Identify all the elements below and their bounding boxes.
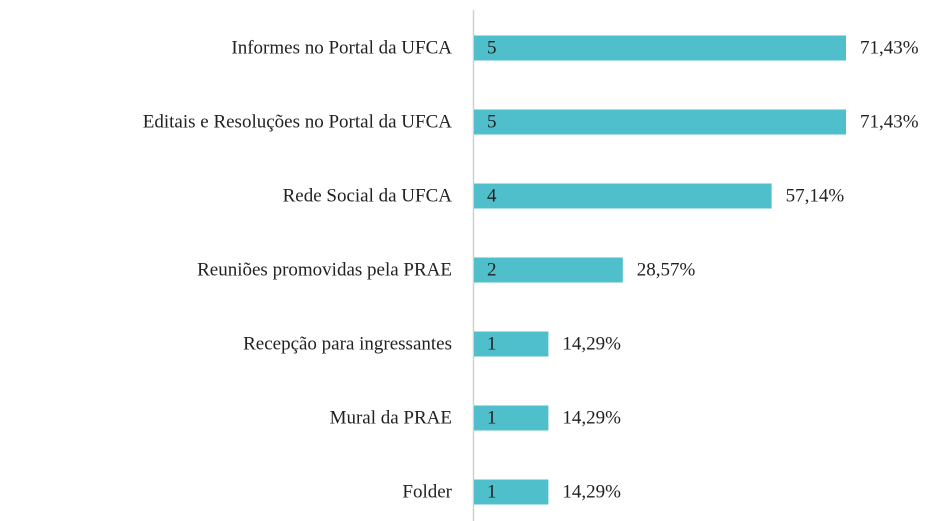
percent-label: 14,29% (562, 407, 621, 428)
bar-count-label: 1 (487, 481, 497, 502)
bar (474, 35, 846, 61)
percent-label: 14,29% (562, 333, 621, 354)
bar (474, 183, 772, 209)
bar (474, 109, 846, 135)
percent-label: 28,57% (637, 259, 696, 280)
bar (474, 405, 549, 431)
category-label: Mural da PRAE (330, 407, 452, 428)
percent-label: 14,29% (562, 481, 621, 502)
bar-count-label: 2 (487, 259, 497, 280)
bar-count-label: 1 (487, 333, 497, 354)
category-label: Recepção para ingressantes (243, 333, 452, 354)
bar (474, 479, 549, 505)
bar (474, 257, 623, 283)
percent-label: 71,43% (860, 111, 919, 132)
category-label: Reuniões promovidas pela PRAE (197, 259, 452, 280)
bar-count-label: 1 (487, 407, 497, 428)
bar-count-label: 4 (487, 185, 497, 206)
category-label: Rede Social da UFCA (283, 185, 453, 206)
bar (474, 331, 549, 357)
category-label: Informes no Portal da UFCA (231, 37, 452, 58)
category-label: Editais e Resoluções no Portal da UFCA (143, 111, 453, 132)
category-label: Folder (402, 481, 452, 502)
percent-label: 57,14% (786, 185, 845, 206)
bar-count-label: 5 (487, 37, 497, 58)
bar-count-label: 5 (487, 111, 497, 132)
percent-label: 71,43% (860, 37, 919, 58)
